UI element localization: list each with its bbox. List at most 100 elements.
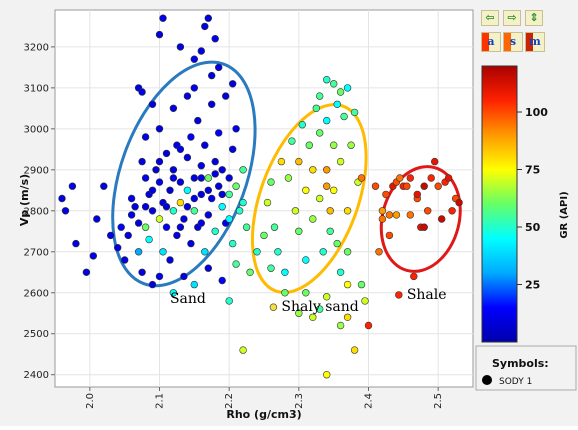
annotation-label: Sand [170,291,206,307]
data-point [340,112,348,121]
data-point [364,321,373,330]
data-point [197,219,206,227]
y-axis-label: Vp (m/s) [18,174,31,226]
symbol-by-s-button[interactable]: s [503,32,523,52]
pan-updown-button[interactable]: ⇕ [525,10,543,26]
y-tick-label: 2500 [24,329,49,340]
data-point [413,190,421,199]
data-point [343,207,352,215]
data-point [155,157,164,166]
data-point [361,297,369,305]
data-point [162,149,171,158]
data-point [385,211,394,219]
data-point [183,92,192,100]
data-point [218,203,226,211]
data-point [444,174,453,182]
data-point [141,223,150,231]
data-point [246,268,254,276]
data-point [194,116,202,125]
annotations: Sand Shaly sand Shale [170,287,447,315]
data-point [309,313,317,321]
data-point [232,182,240,190]
data-point [127,211,136,219]
map-m-button[interactable]: m [525,32,545,52]
data-point [396,174,404,182]
x-axis-label: Rho (g/cm3) [226,408,301,421]
data-point [316,305,324,313]
data-point [239,166,247,174]
data-point [183,186,192,195]
data-point [333,239,341,248]
data-point [190,55,199,63]
data-point [427,174,435,182]
pan-right-button[interactable]: ⇨ [503,10,521,26]
data-point [218,190,226,199]
data-point [183,203,192,211]
data-point [138,157,146,166]
data-point [201,141,209,149]
data-point [117,223,125,231]
data-point [134,219,143,227]
plot-area [54,9,474,388]
legend-title: Symbols: [492,357,549,370]
data-point [211,170,219,178]
data-point [201,248,209,256]
data-point [218,276,226,285]
data-point [148,280,157,289]
data-point [284,174,293,182]
data-point [176,43,185,51]
colorbar-label: GR (API) [559,191,570,238]
data-point [431,157,439,166]
data-point [100,182,108,190]
data-point [378,215,387,223]
data-point [148,186,157,195]
data-point [267,264,275,272]
data-point [319,248,327,256]
data-point [323,293,331,301]
data-point [347,141,355,149]
annotation-marker [269,303,278,311]
data-point [187,133,195,141]
data-point [204,211,213,219]
y-tick-label: 2800 [24,206,49,217]
data-point [235,207,244,215]
pan-left-button[interactable]: ⇦ [481,10,499,26]
annotation-label: Shaly sand [281,299,358,315]
data-point [434,182,442,190]
data-point [173,231,181,240]
data-point [323,75,331,84]
data-point [61,207,70,215]
data-point [295,157,303,166]
x-tick-label: 2.5 [433,393,444,409]
data-point [336,157,345,166]
data-point [375,248,383,256]
data-point [169,207,178,215]
color-by-a-button[interactable]: a [481,32,501,52]
data-point [89,252,98,260]
data-point [190,280,199,289]
data-point [316,129,324,137]
data-point [215,182,223,190]
y-axis-ticks: 2400 2500 2600 2700 2800 2900 3000 3100 3200 [24,42,55,381]
data-point [323,182,331,190]
data-point [180,272,188,281]
data-point [169,104,178,113]
data-point [211,157,219,166]
data-point [155,215,164,223]
data-point [93,215,101,223]
data-point [277,157,286,166]
data-point [190,84,199,92]
data-point [385,231,394,240]
data-point [225,215,233,223]
data-point [197,47,206,55]
legend-marker [482,375,492,385]
data-point [316,92,324,100]
data-point [197,174,206,182]
annotation-marker [395,291,403,299]
data-point [201,22,209,31]
y-tick-label: 3000 [24,124,49,135]
data-point [406,174,414,182]
y-tick-label: 2600 [24,288,49,299]
